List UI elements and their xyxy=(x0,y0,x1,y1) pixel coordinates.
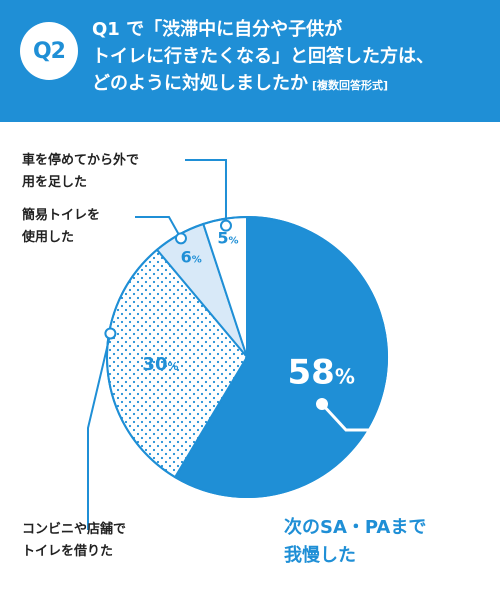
label-outside-toilet: 車を停めてから外で 用を足した xyxy=(22,153,140,190)
question-badge: Q2 xyxy=(20,22,78,80)
leader-outside-toilet-dot xyxy=(219,219,232,232)
leader-portable-toilet xyxy=(135,216,182,239)
leader-wait-next-sa-pa-dot xyxy=(316,398,328,410)
pct-portable-toilet: 6% xyxy=(181,247,202,266)
pct-convenience-store: 30% xyxy=(142,354,178,375)
label-wait-next-sa-pa: 次のSA・PAまで 我慢した xyxy=(284,517,427,566)
label-portable-toilet: 簡易トイレを 使用した xyxy=(22,208,101,245)
label-convenience-store: コンビニや店舗で トイレを借りた xyxy=(22,522,127,559)
answer-format-note: [複数回答形式] xyxy=(312,79,389,92)
pie-outline xyxy=(106,216,388,498)
leader-convenience-store-dot xyxy=(104,327,117,340)
question-header: Q2 Q1 で「渋滞中に自分や子供が トイレに行きたくなる」と回答した方は、 ど… xyxy=(0,0,500,122)
pct-wait-next-sa-pa: 58% xyxy=(288,352,355,392)
leader-outside-toilet xyxy=(185,159,227,226)
leader-wait-next-sa-pa xyxy=(320,402,382,518)
question-title: Q1 で「渋滞中に自分や子供が トイレに行きたくなる」と回答した方は、 どのよう… xyxy=(92,16,492,99)
question-line-3: どのように対処しましたか [複数回答形式] xyxy=(92,73,389,94)
leader-convenience-store xyxy=(87,333,112,530)
question-line-2: トイレに行きたくなる」と回答した方は、 xyxy=(92,46,434,67)
leader-portable-toilet-dot xyxy=(174,232,187,245)
pct-outside-toilet: 5% xyxy=(217,229,238,248)
question-line-1: Q1 で「渋滞中に自分や子供が xyxy=(92,19,343,40)
